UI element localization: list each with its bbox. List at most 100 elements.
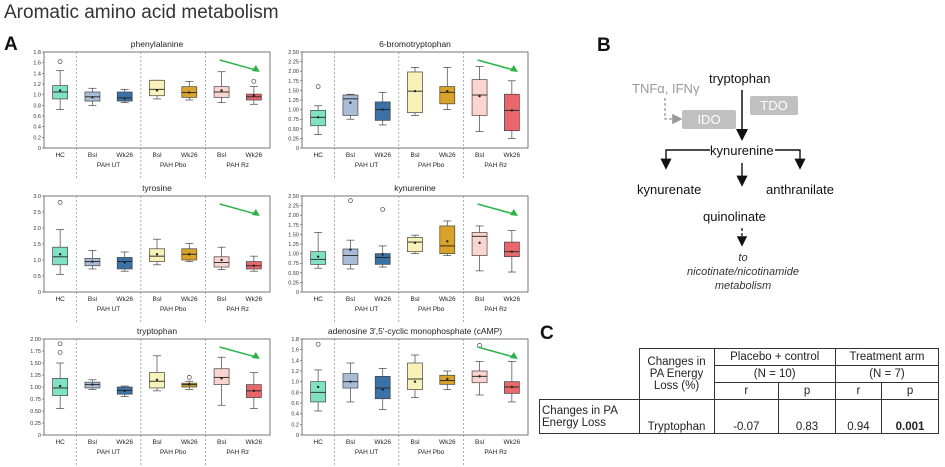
y-tick-label: 0.75 <box>30 397 41 403</box>
mean-marker <box>91 260 94 263</box>
outlier <box>186 375 192 380</box>
y-tick-label: 1.25 <box>30 373 41 379</box>
x-tick-label: Bsl <box>217 152 227 159</box>
decrease-arrowhead <box>251 65 260 72</box>
col-header-line-3: Loss (%) <box>653 380 700 392</box>
boxplot-camp: adenosine 3',5'-cyclic monophosphate (cA… <box>291 326 529 465</box>
x-tick-label: Bsl <box>217 439 227 446</box>
sub-p-treatment: p <box>881 382 939 400</box>
x-tick-label: Wk26 <box>439 152 456 159</box>
decrease-arrowhead <box>251 209 260 216</box>
y-tick-label: 0.2 <box>291 422 299 428</box>
box <box>407 362 423 391</box>
boxplot-phenylalanine: phenylalanine 0 0.2 0.4 0.6 0.8 1.0 1.2 1.4 1.6 1.… <box>33 39 271 178</box>
mean-marker <box>413 241 417 245</box>
box <box>149 79 165 97</box>
x-tick-label: Wk26 <box>246 296 263 303</box>
decrease-arrow <box>477 203 515 215</box>
node-anthranilate: anthranilate <box>766 182 834 197</box>
y-tick-label: 1.5 <box>33 242 41 248</box>
row-label-line-2: Energy Loss <box>542 416 606 429</box>
decrease-arrow <box>477 346 515 358</box>
y-tick-label: 2.00 <box>288 213 299 219</box>
group-label: PAH Pbo <box>418 162 445 169</box>
arrow-cytokines-to-ido <box>664 98 683 125</box>
mean-marker <box>478 375 481 378</box>
group-label: PAH Pbo <box>160 306 187 313</box>
y-tick-label: 1.8 <box>291 337 299 343</box>
y-tick-label: 1.2 <box>291 369 299 375</box>
x-tick-label: Wk26 <box>504 439 521 446</box>
x-tick-label: HC <box>313 296 323 303</box>
mean-marker <box>252 389 256 393</box>
y-tick-label: 0.6 <box>33 114 41 120</box>
x-tick-label: Bsl <box>152 296 162 303</box>
group-label: PAH UT <box>97 162 120 169</box>
y-tick-label: 2.25 <box>288 204 299 210</box>
box <box>310 381 326 403</box>
box <box>471 79 488 116</box>
x-tick-label: Bsl <box>410 152 420 159</box>
correlation-table: Changes in PA Energy Loss (%) Placebo + … <box>539 348 940 434</box>
y-tick-label: 2.50 <box>288 194 299 200</box>
group-label: PAH UT <box>355 162 378 169</box>
y-tick-label: 2.50 <box>288 50 299 56</box>
decrease-arrowhead <box>509 65 518 72</box>
x-tick-label: Bsl <box>475 439 485 446</box>
box <box>116 91 133 102</box>
chart-title: tryptophan <box>137 326 177 336</box>
mean-marker <box>316 255 320 258</box>
x-tick-label: Wk26 <box>246 439 263 446</box>
outlier <box>57 59 63 64</box>
group-label: PAH UT <box>355 306 378 313</box>
x-tick-label: Bsl <box>88 296 98 303</box>
mean-marker <box>413 380 417 383</box>
sub-r-treatment: r <box>834 382 883 400</box>
y-tick-label: 1.00 <box>288 252 299 258</box>
col-header-pa-energy: Changes in PA Energy Loss (%) <box>638 348 715 400</box>
x-tick-label: Bsl <box>217 296 227 303</box>
chart-title: adenosine 3',5'-cyclic monophosphate (cA… <box>328 326 502 336</box>
y-tick-label: 0.6 <box>291 401 299 407</box>
mean-marker <box>252 264 256 267</box>
mean-marker <box>478 94 481 98</box>
mean-marker <box>349 248 352 251</box>
panel-label-c: C <box>540 323 554 344</box>
box <box>504 241 520 258</box>
y-tick-label: 1.25 <box>288 98 299 104</box>
box <box>439 86 456 105</box>
x-tick-label: Bsl <box>346 152 356 159</box>
outlier <box>315 341 321 347</box>
y-tick-label: 0 <box>296 146 299 152</box>
mean-marker <box>91 96 94 99</box>
mean-marker <box>349 101 352 104</box>
boxplot-kynurenine: kynurenine 0 0.25 0.50 0.75 1.00 1.25 1.50 1.75 2… <box>288 183 529 322</box>
node-kynurenate: kynurenate <box>637 182 702 197</box>
y-tick-label: 0.75 <box>288 117 299 123</box>
mean-marker <box>123 97 126 100</box>
x-tick-label: Bsl <box>410 439 420 446</box>
y-tick-label: 0 <box>38 290 41 296</box>
y-tick-label: 1.50 <box>30 361 41 367</box>
group-placebo: Placebo + control <box>713 348 836 366</box>
mean-marker <box>349 380 352 383</box>
sub-r-placebo: r <box>713 382 780 400</box>
y-tick-label: 2.0 <box>33 226 41 232</box>
x-tick-label: Wk26 <box>181 439 198 446</box>
plot-frame <box>301 338 529 436</box>
x-tick-label: Wk26 <box>439 296 456 303</box>
value-p-treatment: 0.001 <box>881 399 939 434</box>
outlier <box>315 84 321 89</box>
y-tick-label: 0 <box>296 290 299 296</box>
node-nicotinate-metabolism: to nicotinate/nicotinamide metabolism <box>668 251 818 293</box>
y-tick-label: 1.6 <box>33 61 41 67</box>
sub-p-placebo: p <box>778 382 836 400</box>
group-label: PAH UT <box>97 449 120 456</box>
x-tick-label: Wk26 <box>374 152 391 159</box>
y-tick-label: 1.8 <box>33 50 41 56</box>
y-tick-label: 1.0 <box>291 380 299 386</box>
x-tick-label: HC <box>55 152 65 159</box>
group-label: PAH Rz <box>484 162 507 169</box>
group-label: PAH Pbo <box>160 162 187 169</box>
y-tick-label: 2.25 <box>288 60 299 66</box>
